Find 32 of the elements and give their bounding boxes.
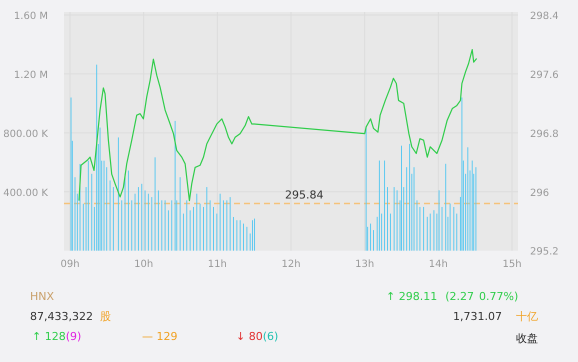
x-tick-label: 10h: [134, 259, 154, 270]
y2-tick-label: 297.6: [530, 70, 559, 81]
text: (9): [66, 330, 82, 343]
y2-tick-label: 296: [530, 188, 550, 199]
x-tick-label: 15h: [502, 259, 522, 270]
x-tick-label: 11h: [208, 259, 227, 270]
x-tick-label: 12h: [281, 259, 301, 270]
text: 收盘: [516, 332, 538, 345]
text: ↑ 128: [32, 330, 66, 343]
y-tick-label: 800.00 K: [3, 128, 48, 140]
y-tick-label: 1.60 M: [14, 11, 48, 22]
text: 87,433,322: [30, 310, 93, 323]
text: (6): [262, 330, 278, 343]
text: 0.77%): [479, 290, 518, 303]
text: 十亿: [516, 310, 538, 323]
text: HNX: [30, 290, 54, 303]
text: 1,731.07: [453, 310, 502, 323]
y2-tick-label: 298.4: [530, 11, 559, 22]
y2-tick-label: 296.8: [530, 128, 559, 140]
line-series: [78, 49, 478, 202]
y-tick-label: 400.00 K: [3, 188, 48, 199]
text: ↓ 80: [236, 330, 263, 343]
x-tick-label: 13h: [355, 259, 374, 270]
x-tick-label: 09h: [60, 259, 80, 270]
y2-tick-label: 295.2: [530, 246, 559, 258]
text: — 129: [142, 330, 178, 343]
text: (2.27: [445, 290, 474, 303]
y-tick-label: 1.20 M: [14, 70, 48, 81]
x-tick-label: 14h: [428, 259, 448, 270]
text: 股: [100, 310, 111, 323]
text: ↑ 298.11: [386, 290, 438, 303]
ref-line-label: 295.84: [285, 188, 324, 202]
